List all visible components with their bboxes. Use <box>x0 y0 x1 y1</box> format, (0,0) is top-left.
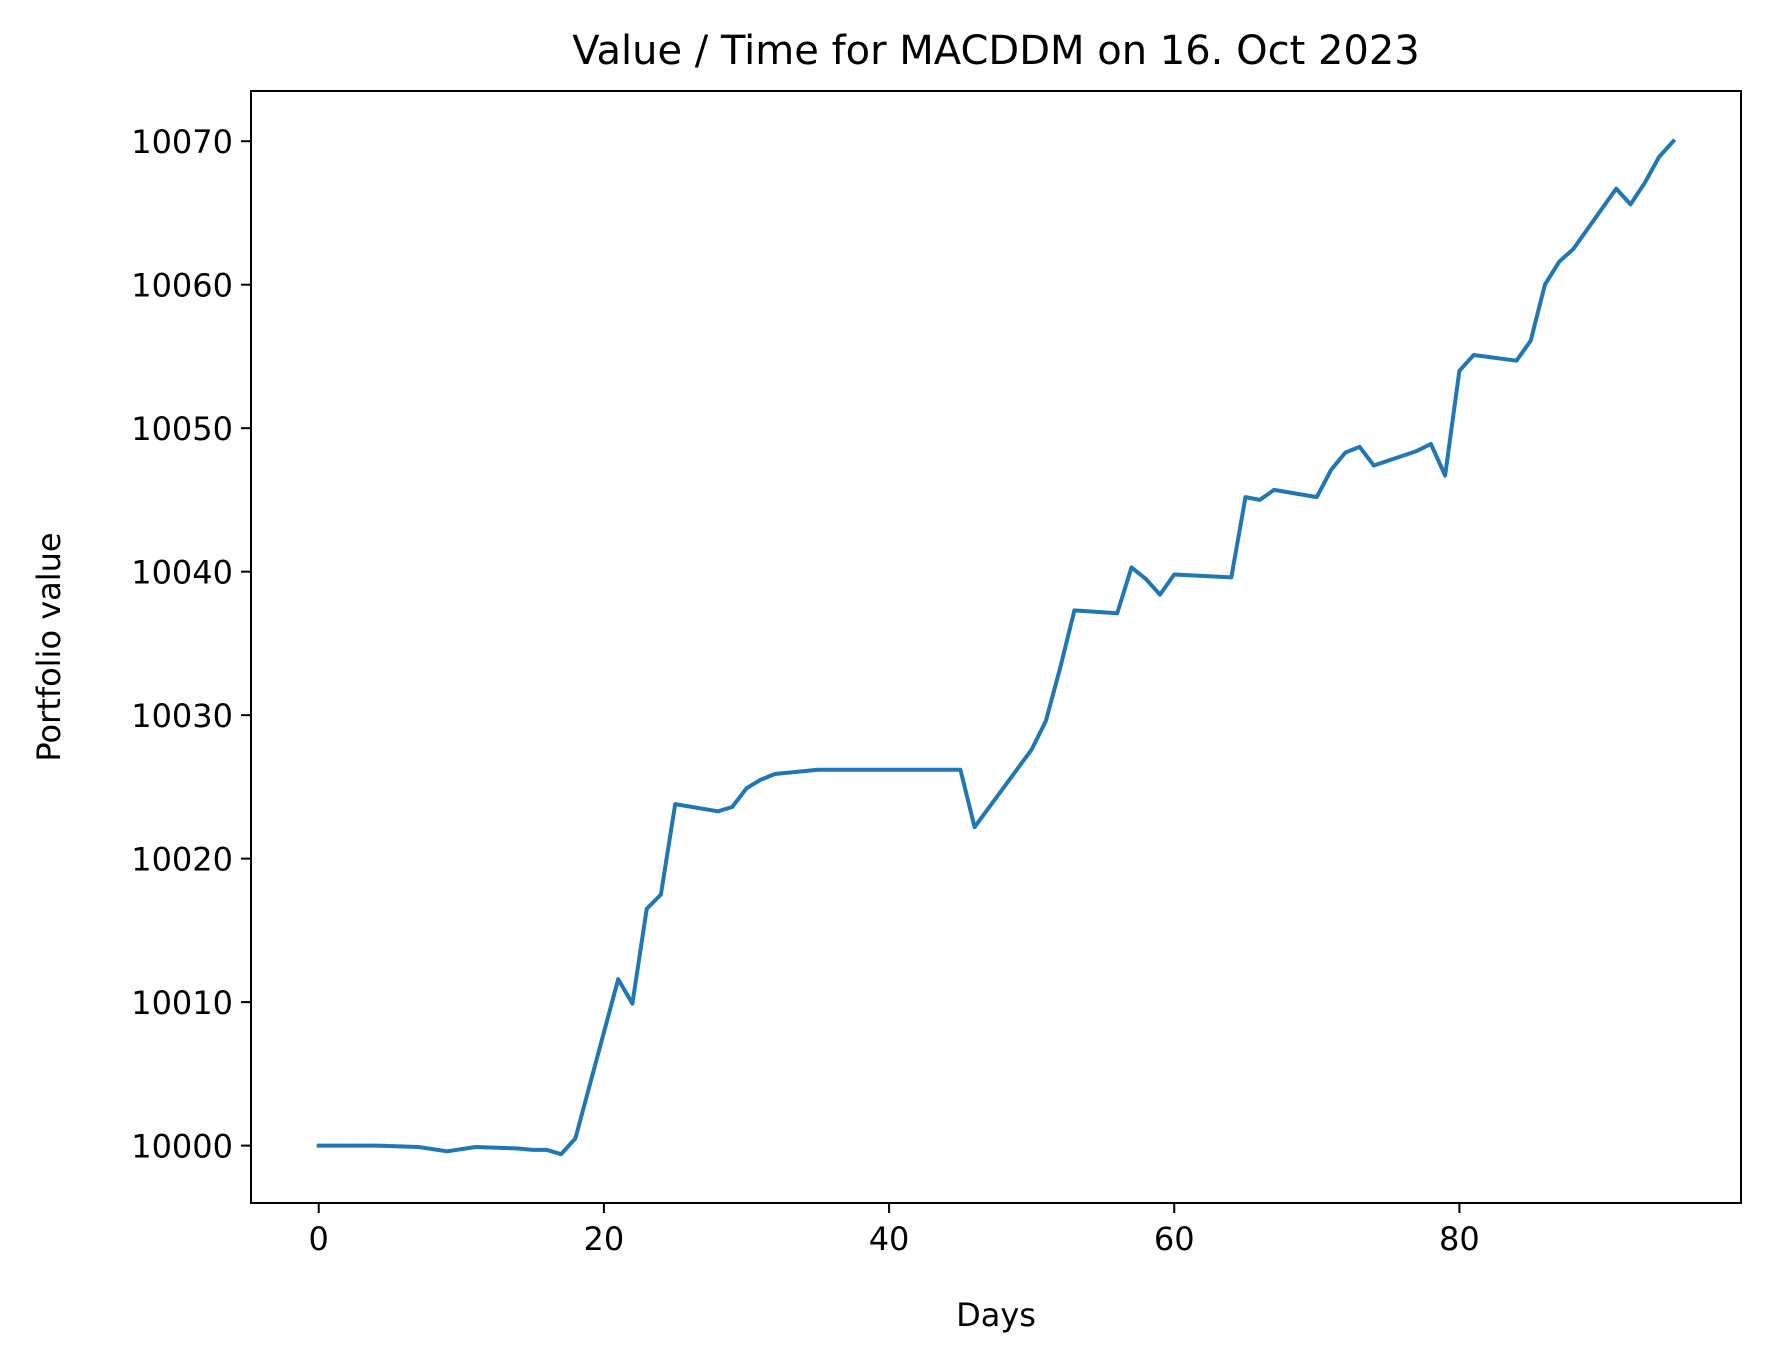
series-line-0 <box>316 138 1677 1157</box>
x-axis: 0 20 40 60 80 <box>309 1203 1480 1258</box>
x-tick-label: 80 <box>1439 1220 1480 1258</box>
plot-area: 0 20 40 60 80 10000 10010 10020 10030 10040 10050… <box>131 90 1742 1258</box>
y-tick-label: 10050 <box>131 410 233 448</box>
x-tick-label: 0 <box>309 1220 329 1258</box>
y-axis-label: Portfolio value <box>30 532 68 761</box>
y-tick-label: 10010 <box>131 984 233 1022</box>
y-tick-label: 10020 <box>131 841 233 879</box>
y-tick-label: 10030 <box>131 697 233 735</box>
plot-frame <box>250 90 1742 1204</box>
y-tick-label: 10040 <box>131 554 233 592</box>
y-axis: 10000 10010 10020 10030 10040 10050 10060 10070 <box>131 123 251 1166</box>
chart-title: Value / Time for MACDDM on 16. Oct 2023 <box>572 28 1420 74</box>
x-axis-label: Days <box>956 1296 1036 1334</box>
series-layer <box>316 138 1677 1157</box>
y-tick-label: 10000 <box>131 1128 233 1166</box>
x-tick-label: 60 <box>1154 1220 1195 1258</box>
y-tick-label: 10060 <box>131 267 233 305</box>
x-tick-label: 40 <box>869 1220 910 1258</box>
y-tick-label: 10070 <box>131 123 233 161</box>
x-tick-label: 20 <box>584 1220 625 1258</box>
